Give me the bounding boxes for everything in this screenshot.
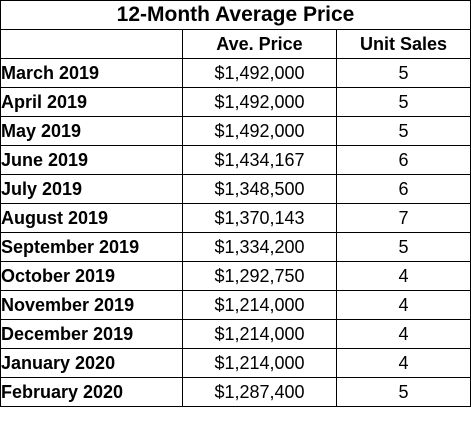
price-cell: $1,214,000 (182, 348, 337, 378)
month-cell: February 2020 (0, 377, 183, 407)
header-ave-price: Ave. Price (182, 29, 337, 59)
table-row: June 2019 $1,434,167 6 (0, 145, 471, 175)
unit-sales-cell: 6 (336, 145, 471, 175)
month-cell: September 2019 (0, 232, 183, 262)
month-cell: April 2019 (0, 87, 183, 117)
month-cell: May 2019 (0, 116, 183, 146)
table-row: April 2019 $1,492,000 5 (0, 87, 471, 117)
unit-sales-cell: 4 (336, 319, 471, 349)
unit-sales-cell: 4 (336, 290, 471, 320)
month-cell: December 2019 (0, 319, 183, 349)
unit-sales-cell: 5 (336, 116, 471, 146)
table-row: December 2019 $1,214,000 4 (0, 319, 471, 349)
table-row: March 2019 $1,492,000 5 (0, 58, 471, 88)
month-cell: July 2019 (0, 174, 183, 204)
month-cell: November 2019 (0, 290, 183, 320)
price-cell: $1,348,500 (182, 174, 337, 204)
month-cell: March 2019 (0, 58, 183, 88)
unit-sales-cell: 5 (336, 232, 471, 262)
unit-sales-cell: 5 (336, 87, 471, 117)
unit-sales-cell: 4 (336, 348, 471, 378)
unit-sales-cell: 4 (336, 261, 471, 291)
price-cell: $1,214,000 (182, 319, 337, 349)
header-row: Ave. Price Unit Sales (0, 29, 471, 59)
table-row: July 2019 $1,348,500 6 (0, 174, 471, 204)
table-row: May 2019 $1,492,000 5 (0, 116, 471, 146)
table-row: January 2020 $1,214,000 4 (0, 348, 471, 378)
price-cell: $1,214,000 (182, 290, 337, 320)
header-month (0, 29, 183, 59)
price-cell: $1,434,167 (182, 145, 337, 175)
price-cell: $1,334,200 (182, 232, 337, 262)
price-cell: $1,492,000 (182, 116, 337, 146)
table-row: February 2020 $1,287,400 5 (0, 377, 471, 407)
month-cell: January 2020 (0, 348, 183, 378)
month-cell: October 2019 (0, 261, 183, 291)
table-row: September 2019 $1,334,200 5 (0, 232, 471, 262)
title-row: 12-Month Average Price (0, 0, 471, 30)
header-unit-sales: Unit Sales (336, 29, 471, 59)
month-cell: August 2019 (0, 203, 183, 233)
price-cell: $1,492,000 (182, 58, 337, 88)
unit-sales-cell: 6 (336, 174, 471, 204)
month-cell: June 2019 (0, 145, 183, 175)
table-row: August 2019 $1,370,143 7 (0, 203, 471, 233)
table-row: October 2019 $1,292,750 4 (0, 261, 471, 291)
price-cell: $1,492,000 (182, 87, 337, 117)
price-table: 12-Month Average Price Ave. Price Unit S… (0, 0, 471, 407)
price-cell: $1,287,400 (182, 377, 337, 407)
table-row: November 2019 $1,214,000 4 (0, 290, 471, 320)
price-cell: $1,292,750 (182, 261, 337, 291)
unit-sales-cell: 5 (336, 377, 471, 407)
table-title: 12-Month Average Price (0, 0, 471, 30)
table-body: 12-Month Average Price Ave. Price Unit S… (0, 0, 471, 407)
unit-sales-cell: 7 (336, 203, 471, 233)
price-cell: $1,370,143 (182, 203, 337, 233)
unit-sales-cell: 5 (336, 58, 471, 88)
